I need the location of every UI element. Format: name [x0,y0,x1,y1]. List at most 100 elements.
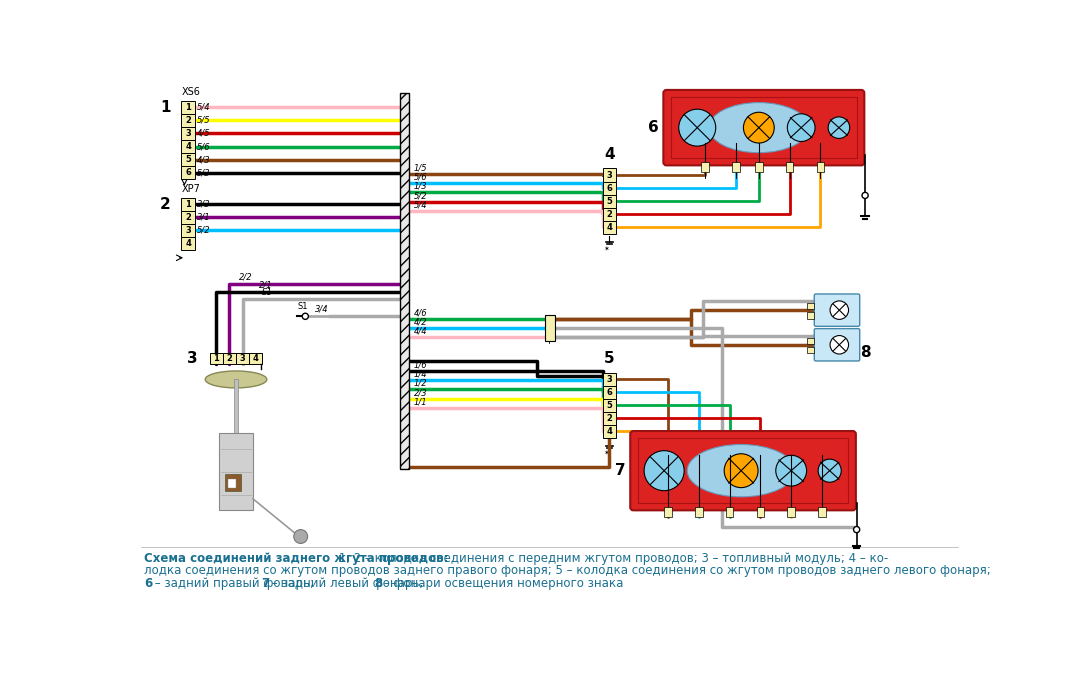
Text: 4/5: 4/5 [197,129,210,138]
Text: 3: 3 [240,354,245,363]
Bar [181,166,195,179]
Text: 6: 6 [185,168,191,177]
Bar [181,237,195,250]
FancyBboxPatch shape [630,431,855,510]
Bar [228,479,236,488]
Circle shape [829,117,850,138]
Text: 2: 2 [226,354,233,363]
Text: 2: 2 [160,197,170,211]
Bar [181,198,195,211]
Bar [181,127,195,140]
Circle shape [725,454,758,488]
Text: 6: 6 [607,184,612,193]
Text: 5/3: 5/3 [197,168,210,177]
Text: 3: 3 [185,129,191,138]
Bar [806,347,815,353]
Text: – задний правый фонарь;: – задний правый фонарь; [150,577,317,590]
Text: 5/6: 5/6 [414,172,427,181]
Text: 7: 7 [262,577,269,590]
Text: 2/1: 2/1 [258,281,272,290]
FancyBboxPatch shape [815,294,860,326]
Text: 1/3: 1/3 [414,181,427,191]
Text: 5/6: 5/6 [197,142,210,151]
Text: 3: 3 [607,375,612,384]
Text: 4: 4 [605,147,614,163]
Circle shape [294,530,308,544]
Bar [602,208,616,221]
Circle shape [679,109,716,146]
Text: 1: 1 [185,103,191,112]
Text: 5/4: 5/4 [197,103,210,112]
Bar [181,153,195,166]
Text: 1/4: 1/4 [414,370,427,379]
Text: ✶: ✶ [604,246,609,251]
Text: 1: 1 [213,354,220,363]
FancyBboxPatch shape [815,329,860,361]
Circle shape [818,459,842,482]
Bar [602,399,616,412]
Text: 2/2: 2/2 [239,273,252,282]
Text: 8: 8 [374,577,382,590]
Bar [817,163,824,172]
Text: S1: S1 [298,302,308,311]
Bar [223,353,236,364]
Bar [181,114,195,127]
Bar [806,338,815,344]
Text: лодка соединения со жгутом проводов заднего правого фонаря; 5 – колодка соединен: лодка соединения со жгутом проводов задн… [145,564,992,577]
Bar [401,93,408,469]
Text: 5/2: 5/2 [414,191,427,200]
Text: XS6: XS6 [181,87,200,97]
Text: 1: 1 [160,100,170,114]
Text: 4: 4 [185,239,191,248]
Text: 3: 3 [185,226,191,235]
Bar [602,425,616,438]
Text: 5/4: 5/4 [414,200,427,209]
Text: 2/3: 2/3 [414,388,427,397]
Bar [806,313,815,318]
Text: 3/4: 3/4 [315,304,329,313]
Text: 5/5: 5/5 [197,116,210,125]
Text: 4: 4 [607,223,612,232]
Ellipse shape [709,103,809,153]
Ellipse shape [687,445,795,497]
Circle shape [830,301,849,320]
Bar [181,224,195,237]
Text: 4/6: 4/6 [414,308,427,317]
Bar [181,211,195,224]
Bar [249,353,263,364]
Bar [701,163,709,172]
Bar [786,163,793,172]
Bar [602,181,616,195]
Text: 1, 2 – колодка соединения с передним жгутом проводов; 3 – топливный модуль; 4 – : 1, 2 – колодка соединения с передним жгу… [336,552,889,565]
Bar [818,507,825,517]
Text: 1/2: 1/2 [414,379,427,388]
Bar [602,221,616,234]
Bar [545,315,555,341]
Circle shape [644,451,684,491]
Text: Схема соединений заднего жгута проводов:: Схема соединений заднего жгута проводов: [145,552,449,565]
Circle shape [302,313,309,320]
Text: 6: 6 [647,120,658,135]
Bar [665,507,672,517]
Text: 8: 8 [861,345,872,360]
FancyBboxPatch shape [664,90,864,165]
Text: 1/5: 1/5 [414,163,427,172]
Bar [787,507,795,517]
Bar [602,412,616,425]
Text: 7: 7 [615,463,626,478]
Text: 4/3: 4/3 [197,155,210,164]
Bar [806,303,815,309]
Text: 3/3: 3/3 [197,200,210,209]
Text: ✶: ✶ [604,450,609,456]
Bar [757,507,764,517]
Circle shape [776,455,806,486]
Bar [602,168,616,181]
Text: 4: 4 [607,427,612,436]
Text: 5: 5 [607,197,612,206]
Text: 4: 4 [185,142,191,151]
Bar [225,474,240,491]
Bar [181,140,195,153]
Text: 3: 3 [607,170,612,179]
Bar [695,507,702,517]
Text: 2: 2 [185,116,191,125]
